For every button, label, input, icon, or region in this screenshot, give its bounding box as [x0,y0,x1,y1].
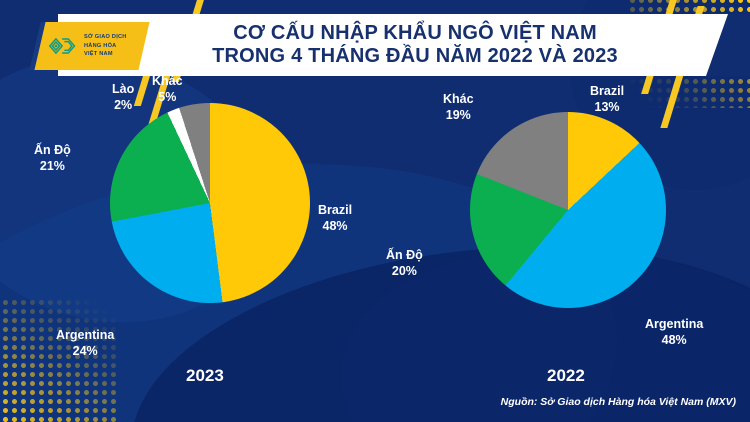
pie-2023-label-khac: Khác 5% [152,74,183,104]
pie-2023-label-lao: Lào 2% [112,82,135,112]
page-title: CƠ CẤU NHẬP KHẨU NGÔ VIỆT NAM TRONG 4 TH… [150,16,680,74]
pie-2022-label-argentina: Argentina 48% [645,317,704,347]
mxv-logo-text-line-1: SỞ GIAO DỊCH [84,34,127,41]
mxv-logo-text-line-2: HÀNG HÓA [84,42,117,49]
mxv-logo-text-line-3: VIỆT NAM [84,51,113,58]
mxv-maze-logo-icon [48,37,76,55]
page-title-line-1: CƠ CẤU NHẬP KHẨU NGÔ VIỆT NAM [233,21,597,44]
pie-2022-label-brazil: Brazil 13% [590,84,625,114]
pie-2023-label-brazil: Brazil 48% [318,203,353,233]
pie-2022-year-caption: 2022 [547,366,585,385]
halftone-dots-icon [0,298,117,422]
pie-2023-year-caption: 2023 [186,366,224,385]
mxv-logo-text: SỞ GIAO DỊCH HÀNG HÓA VIỆT NAM [84,33,127,58]
pie-2023-label-an-do: Ấn Độ 21% [34,143,71,173]
title-banner [58,14,730,76]
mxv-logo: SỞ GIAO DỊCH HÀNG HÓA VIỆT NAM [34,22,150,70]
pie-2022-label-khac: Khác 19% [443,92,474,122]
pie-chart-2023 [110,103,310,303]
pie-2023-label-argentina: Argentina 24% [56,328,115,358]
pie-2022-label-an-do: Ấn Độ 20% [386,248,423,278]
pie-chart-2022 [470,112,666,308]
source-note: Nguồn: Sở Giao dịch Hàng hóa Việt Nam (M… [500,396,736,408]
page-title-line-2: TRONG 4 THÁNG ĐẦU NĂM 2022 VÀ 2023 [212,45,618,67]
